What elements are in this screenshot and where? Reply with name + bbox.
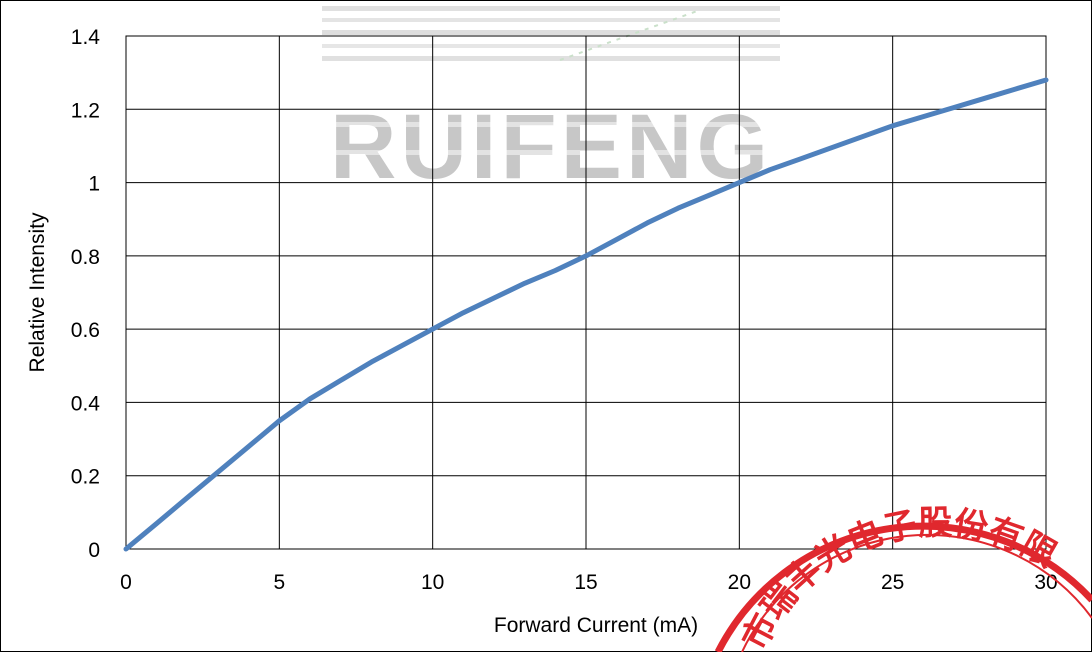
series-line: [123, 77, 1049, 552]
x-tick-label: 20: [728, 571, 751, 594]
y-tick-label: 0.8: [71, 246, 100, 269]
y-tick-label: 1: [88, 173, 100, 196]
y-tick-label: 0.6: [71, 319, 100, 342]
axes: 0 5 10 15 20 25 30 0 0.2 0.4 0.6 0.8 1 1.2 1.4: [71, 26, 1058, 594]
y-tick-label: 0.2: [71, 466, 100, 489]
x-tick-label: 10: [421, 571, 444, 594]
grid: [125, 35, 1047, 550]
x-tick-label: 15: [574, 571, 597, 594]
x-axis-title: Forward Current (mA): [494, 614, 698, 637]
series-layer: [123, 77, 1049, 552]
y-tick-label: 1.4: [71, 26, 101, 49]
x-tick-label: 30: [1034, 571, 1057, 594]
x-tick-label: 0: [120, 571, 132, 594]
x-tick-label: 25: [881, 571, 904, 594]
y-tick-label: 0: [88, 539, 100, 562]
x-tick-label: 5: [273, 571, 285, 594]
y-axis-title: Relative Intensity: [26, 212, 49, 372]
svg-text:RUIFENG: RUIFENG: [330, 96, 772, 198]
y-tick-label: 1.2: [71, 99, 100, 122]
watermark-logo: RUIFENG: [322, 6, 780, 198]
y-tick-label: 0.4: [71, 392, 101, 415]
